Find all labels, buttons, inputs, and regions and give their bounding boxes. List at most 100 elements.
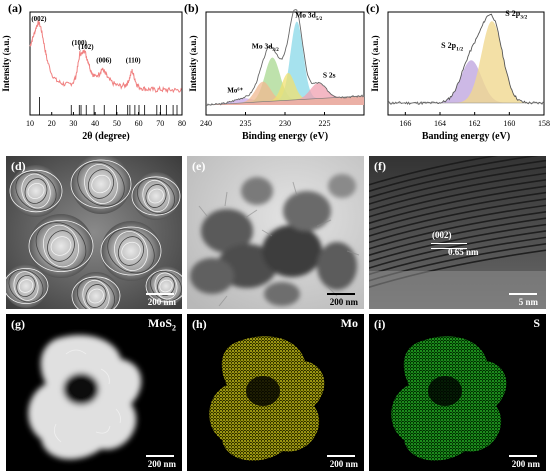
scale-label-i: 200 nm [511,459,540,469]
x-axis-label: Banding energy (eV) [422,131,510,142]
lattice-fringe [369,159,546,199]
panel-tag: (b) [184,1,199,15]
peak-label-s2s: S 2s [323,71,336,80]
x-tick-label: 40 [91,119,99,128]
x-tick-label: 80 [178,119,186,128]
sem-petal [42,224,80,268]
sem-petal [82,279,110,309]
xps-mo-panel: (b) Intensity (a.u.) Binding energy (eV) 24… [184,0,370,152]
sem-flower [101,221,161,281]
sem-petal [159,279,173,293]
x-axis-label: Binding energy (eV) [242,131,328,142]
sem-petal [136,178,176,214]
xrd-panel: (a) Intensity (a.u.) 2θ (degree) 10 20 30 40 50… [0,0,188,152]
sem-petal [27,183,45,199]
sem-petal [35,222,87,270]
panel-h-tag: (h) [192,317,207,331]
fit-peak [388,21,544,104]
mo-map-picture [209,336,325,461]
fit-peak [206,73,364,105]
lattice-fringe [369,156,499,186]
tem-image: (e) 200 nm [187,156,364,309]
x-tick-label: 235 [240,119,252,128]
sem-petal [47,230,75,262]
lattice-fringe [369,172,546,212]
sem-petal [145,269,182,303]
envelope-line [387,13,545,106]
haadf-picture [28,335,142,460]
hrtem-image: (f) (002) 0.65 nm 5 nm [369,156,546,309]
lattice-fringe [369,198,546,237]
x-tick-label: 60 [135,119,143,128]
lattice-fringe [369,166,546,205]
sem-petal [21,173,51,209]
peak-label-s2p32: S 2p3/2 [505,9,527,20]
lattice-fringe [369,204,546,244]
scale-label-g: 200 nm [147,459,176,469]
sem-flowers-picture [6,156,182,309]
x-tick-label: 225 [319,119,331,128]
scale-bar-d [146,292,174,295]
mo-map-image: (h) Mo 200 nm [187,314,364,471]
tem-particles-picture [187,156,364,309]
sem-petal [88,288,104,304]
sem-petal [157,275,175,297]
sem-petal [142,179,170,213]
scale-bar-f [509,292,537,295]
peak-label: (006) [96,57,112,65]
sem-petal [13,271,39,301]
sem-petal [18,279,34,293]
scale-label-f: 5 nm [518,297,538,307]
scale-bar-e [327,292,355,295]
xps-s-panel: (c) Intensity (a.u.) Banding energy (eV) 16… [366,0,550,152]
sem-petal [77,161,125,207]
lattice-spacing-label: 0.65 nm [448,247,479,257]
plot-frame [387,11,545,116]
x-tick-label: 20 [48,119,56,128]
sem-petal [84,164,118,204]
haadf-image: (g) MoS2 200 nm [6,314,182,471]
map-label-g: MoS2 [148,316,176,333]
peak-label-mo3d32: Mo 3d3/2 [252,42,280,54]
lattice-fringe [369,178,546,218]
xps-mo-chart: (b) Intensity (a.u.) Binding energy (eV) 24… [184,1,365,142]
sem-petal [100,226,162,276]
sem-petal [50,236,72,256]
x-tick-label: 230 [279,119,291,128]
sem-petal [117,236,145,266]
sem-petal [8,269,44,303]
x-tick-label: 164 [434,119,446,128]
lattice-spacing-marker [431,243,467,249]
x-tick-label: 240 [200,119,212,128]
sem-flower [146,266,182,306]
map-label-i: S [533,316,540,330]
y-axis-label: Intensity (a.u.) [1,35,11,91]
sem-image: (d) 200 nm [6,156,182,309]
x-tick-label: 70 [156,119,164,128]
sem-petal [121,241,141,261]
x-axis-label: 2θ (degree) [82,131,130,142]
scale-label-h: 200 nm [329,459,358,469]
baseline [205,95,365,106]
fit-peak [206,83,364,105]
sem-flower [29,214,93,278]
sem-petal [145,184,167,208]
lattice-fringe [369,156,539,193]
scale-bar-h [327,454,355,457]
lattice-fringe [369,230,546,269]
sem-petal [131,176,181,216]
x-tick-label: 30 [69,119,77,128]
panel-g-tag: (g) [11,317,25,331]
panel-f-tag: (f) [374,159,386,173]
panel-d-tag: (d) [11,159,26,173]
x-tick-label: 10 [26,119,34,128]
sem-petal [114,231,148,271]
xrd-chart: (a) Intensity (a.u.) 2θ (degree) 10 20 30 40 50… [1,1,186,142]
x-tick-label: 166 [399,119,411,128]
y-axis-label: Intensity (a.u.) [370,35,380,91]
lattice-fringe [369,191,546,231]
sem-petal [24,178,48,204]
hrtem-lattice-picture [369,156,546,309]
sem-petal [148,188,164,204]
peak-label: (002) [31,15,47,23]
